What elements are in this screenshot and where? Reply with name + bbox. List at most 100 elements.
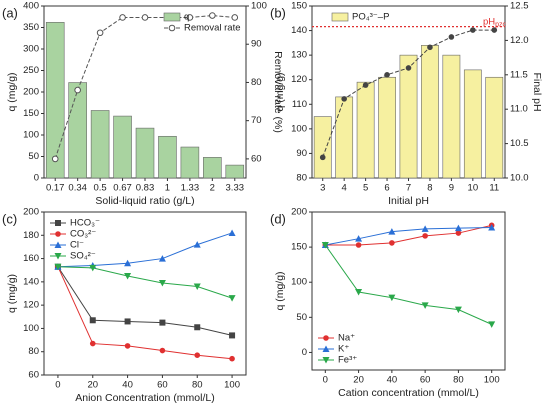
x-tick-label: 7 <box>406 183 411 194</box>
marker <box>454 306 462 314</box>
series-line <box>325 226 492 246</box>
bar <box>180 146 200 179</box>
marker <box>388 228 396 235</box>
y2-tick-label: 11.5 <box>510 69 528 80</box>
y-tick-label: 100 <box>23 130 39 141</box>
y2-tick-label: 10.0 <box>510 173 529 184</box>
bar <box>442 54 461 179</box>
marker <box>194 324 201 331</box>
plot-frame <box>311 211 506 371</box>
y-tick-label: 150 <box>23 108 39 119</box>
series-line <box>57 232 233 268</box>
y-tick-label: 120 <box>291 74 307 85</box>
y-tick-label: 140 <box>23 276 39 287</box>
marker <box>228 295 236 302</box>
x-tick-label: 80 <box>192 380 203 391</box>
y-tick-label: 250 <box>23 65 39 76</box>
x-tick-label: 20 <box>87 380 98 391</box>
bar <box>203 157 222 179</box>
marker <box>384 72 390 78</box>
y2-axis-label: Removal rate (%) <box>272 51 284 133</box>
panel-label: (d) <box>270 211 286 226</box>
x-tick-label: 3 <box>320 183 325 194</box>
panel-label: (c) <box>2 211 17 226</box>
y-axis-label: q (mg/g) <box>274 271 286 310</box>
y-tick-label: 200 <box>291 207 307 218</box>
x-tick-label: 0.67 <box>113 183 132 194</box>
marker <box>389 240 395 246</box>
x-tick-label: 40 <box>122 380 133 391</box>
x-tick-label: 3.33 <box>226 183 245 194</box>
chart-panel: (d) 0 50 100 150 200 0 20 40 60 80 100 Cation concen… <box>270 207 506 399</box>
y-tick-label: 150 <box>291 1 307 12</box>
y-tick-label: 400 <box>23 1 39 12</box>
bar <box>378 76 396 179</box>
marker <box>388 294 396 302</box>
x-tick-label: 9 <box>449 183 454 194</box>
x-axis-label: Initial pH <box>388 195 429 207</box>
y-tick-label: 120 <box>23 300 39 311</box>
x-tick-label: 100 <box>224 380 240 391</box>
chart-panel: (c) 60 80 100 120 140 160 180 200 0 20 40 60 80 100 Ani… <box>2 207 247 404</box>
y2-tick-label: 70 <box>251 115 262 126</box>
y-tick-label: 150 <box>291 242 307 253</box>
marker <box>124 259 132 267</box>
annotation-main: pH <box>483 16 495 27</box>
legend-marker <box>55 220 61 226</box>
marker <box>89 317 96 324</box>
bar <box>135 127 155 179</box>
marker <box>119 14 126 21</box>
y-axis-label: q (mg/g) <box>6 72 18 111</box>
x-tick-label: 0 <box>55 380 60 391</box>
x-axis-label: Cation concentration (mmol/L) <box>338 387 479 399</box>
bar <box>421 45 439 179</box>
chart-panel: (b) 80 90 100 110 120 130 140 150 10.0 10.5 11.0 11.… <box>270 1 543 207</box>
marker <box>421 302 429 309</box>
marker <box>124 343 131 349</box>
bar <box>313 116 332 179</box>
legend-label: Fe³⁺ <box>338 355 357 366</box>
legend-label: CO₃²⁻ <box>70 229 96 240</box>
bar <box>399 54 418 179</box>
y2-tick-label: 90 <box>251 39 262 50</box>
x-tick-label: 8 <box>427 183 432 194</box>
marker <box>319 154 326 161</box>
x-tick-label: 6 <box>384 183 389 194</box>
marker <box>421 225 429 232</box>
marker <box>159 347 166 354</box>
bar <box>113 115 132 179</box>
y2-tick-label: 60 <box>251 153 262 164</box>
y-tick-label: 80 <box>296 173 307 184</box>
x-tick-label: 11 <box>489 183 499 194</box>
x-axis-label: Solid-liquid ratio (g/L) <box>95 195 194 207</box>
x-tick-label: 4 <box>342 183 347 194</box>
marker <box>321 242 329 249</box>
marker <box>405 65 412 71</box>
bar <box>68 82 87 179</box>
legend-swatch <box>331 12 349 22</box>
legend-marker <box>55 231 61 237</box>
marker <box>229 355 235 362</box>
marker <box>362 82 369 88</box>
x-tick-label: 100 <box>484 375 500 386</box>
x-tick-label: 1.33 <box>181 183 200 194</box>
marker <box>355 235 363 242</box>
marker <box>193 283 201 291</box>
y2-tick-label: 10.5 <box>510 138 529 149</box>
y-tick-label: 110 <box>292 99 307 110</box>
y-tick-label: 50 <box>28 151 39 162</box>
legend-label: K⁺ <box>338 344 349 355</box>
legend-marker <box>54 253 62 260</box>
plot-frame <box>43 211 247 376</box>
marker <box>488 321 496 328</box>
x-tick-label: 10 <box>468 183 479 194</box>
x-tick-label: 0.83 <box>136 183 155 194</box>
legend-swatch <box>163 12 181 22</box>
y-tick-label: 80 <box>28 346 39 357</box>
marker <box>427 44 433 51</box>
bar <box>485 76 504 179</box>
bar <box>158 135 177 179</box>
y-axis-label: q (mg/g) <box>6 274 18 313</box>
marker <box>158 255 166 262</box>
marker <box>158 280 166 287</box>
